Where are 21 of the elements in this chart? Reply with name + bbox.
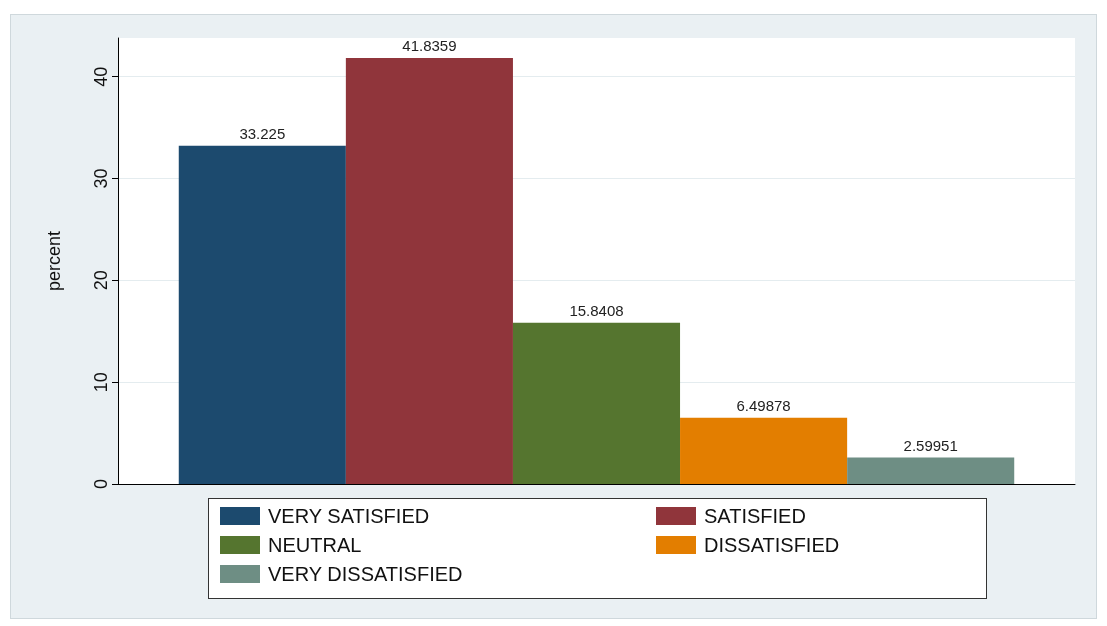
data-label: 15.8408 bbox=[569, 301, 624, 319]
data-label: 41.8359 bbox=[402, 37, 457, 54]
y-axis-title: percent bbox=[44, 230, 64, 292]
bar bbox=[178, 145, 346, 484]
data-label: 2.59951 bbox=[903, 436, 958, 454]
data-label: 33.225 bbox=[239, 124, 286, 142]
data-label: 6.49878 bbox=[736, 396, 791, 414]
bar bbox=[680, 417, 848, 484]
bar bbox=[345, 58, 513, 484]
y-tick-label: 20 bbox=[91, 270, 111, 291]
legend-label: NEUTRAL bbox=[268, 533, 362, 557]
legend-label: VERY DISSATISFIED bbox=[268, 562, 463, 586]
legend-label: VERY SATISFIED bbox=[268, 504, 430, 528]
legend-label: SATISFIED bbox=[704, 504, 806, 528]
y-tick-label: 10 bbox=[91, 372, 111, 393]
y-tick-label: 40 bbox=[91, 66, 111, 87]
y-tick-label: 30 bbox=[91, 168, 111, 189]
bar bbox=[512, 322, 681, 484]
legend-label: DISSATISFIED bbox=[704, 533, 840, 557]
bar bbox=[847, 457, 1015, 484]
y-tick-label: 0 bbox=[91, 478, 111, 490]
